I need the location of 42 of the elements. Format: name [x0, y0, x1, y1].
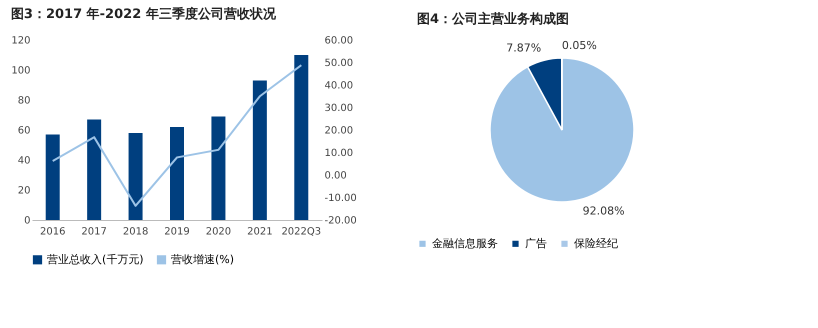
data-label: 92.08% [582, 204, 625, 218]
legend-label: 广告 [525, 236, 547, 250]
x-tick-label: 2021 [247, 226, 273, 238]
y2-tick-label: 20.00 [324, 126, 354, 136]
bar [170, 127, 184, 220]
y2-tick-label: -20.00 [324, 216, 357, 226]
x-tick-label: 2017 [81, 226, 107, 238]
bar [211, 116, 226, 220]
x-tick-label: 2020 [206, 226, 232, 238]
y2-tick-label: 50.00 [324, 58, 354, 69]
bar [46, 134, 60, 220]
bar [128, 133, 143, 220]
y-tick-label: 60 [18, 126, 30, 136]
y-tick-label: 20 [18, 186, 30, 196]
bar [87, 120, 102, 220]
y2-tick-label: 0.00 [324, 170, 347, 182]
legend-label: 金融信息服务 [432, 236, 498, 250]
legend-label: 营收增速(%) [171, 252, 234, 266]
bar [294, 55, 308, 220]
y-tick-label: 100 [11, 66, 30, 76]
y2-tick-label: 30.00 [324, 103, 354, 114]
y2-tick-label: 40.00 [324, 80, 354, 92]
y2-tick-label: 60.00 [324, 36, 354, 46]
y-tick-label: 40 [18, 156, 30, 166]
x-tick-label: 2018 [122, 226, 148, 238]
y-tick-label: 80 [18, 96, 30, 106]
bar [252, 80, 267, 220]
y-tick-label: 120 [11, 36, 30, 46]
x-tick-label: 2019 [164, 226, 190, 238]
legend-label: 营业总收入(千万元) [47, 252, 144, 266]
data-label: 0.05% [562, 39, 597, 52]
line-series [52, 64, 302, 207]
y-tick-label: 0 [24, 216, 30, 226]
legend-label: 保险经纪 [574, 236, 618, 250]
chart-title: 图3：2017 年-2022 年三季度公司营收状况 [10, 6, 277, 22]
pie-slice [489, 57, 635, 203]
x-tick-label: 2016 [40, 226, 66, 238]
y2-tick-label: 10.00 [324, 148, 354, 159]
chart-title: 图4：公司主营业务构成图 [417, 11, 570, 27]
x-tick-label: 2022Q3 [281, 226, 322, 238]
y2-tick-label: -10.00 [324, 193, 357, 204]
data-label: 7.87% [506, 42, 542, 55]
